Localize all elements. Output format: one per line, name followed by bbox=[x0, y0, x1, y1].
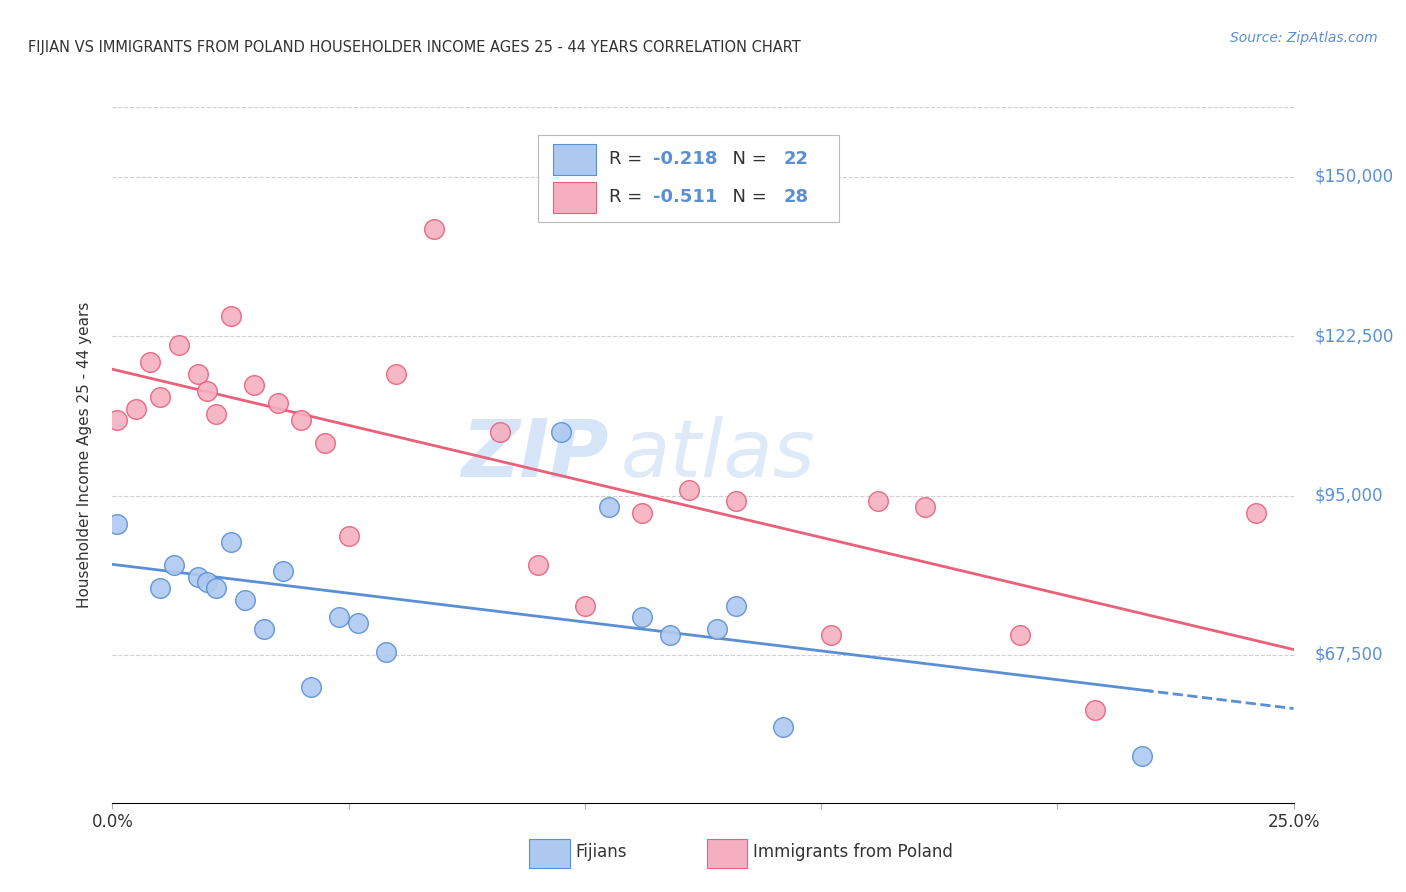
Point bbox=[574, 599, 596, 613]
Point bbox=[1008, 628, 1031, 642]
Point bbox=[219, 309, 242, 323]
Text: 28: 28 bbox=[783, 188, 808, 206]
Point bbox=[725, 494, 748, 508]
FancyBboxPatch shape bbox=[530, 839, 569, 868]
Point bbox=[328, 610, 350, 624]
Text: Source: ZipAtlas.com: Source: ZipAtlas.com bbox=[1230, 31, 1378, 45]
Point bbox=[678, 483, 700, 497]
Y-axis label: Householder Income Ages 25 - 44 years: Householder Income Ages 25 - 44 years bbox=[77, 301, 91, 608]
Point bbox=[219, 534, 242, 549]
Point bbox=[598, 500, 620, 514]
Point bbox=[375, 645, 398, 659]
Point bbox=[253, 622, 276, 636]
Text: atlas: atlas bbox=[620, 416, 815, 494]
Point bbox=[820, 628, 842, 642]
Point bbox=[299, 680, 322, 694]
Text: $67,500: $67,500 bbox=[1315, 646, 1384, 664]
Point bbox=[489, 425, 512, 439]
Point bbox=[422, 222, 444, 236]
Point bbox=[167, 338, 190, 352]
Text: N =: N = bbox=[721, 188, 772, 206]
Point bbox=[163, 558, 186, 573]
Text: R =: R = bbox=[609, 150, 648, 169]
Point bbox=[149, 390, 172, 404]
Point bbox=[314, 436, 336, 450]
Point bbox=[526, 558, 548, 573]
Point bbox=[233, 592, 256, 607]
Point bbox=[205, 407, 228, 422]
Text: -0.511: -0.511 bbox=[654, 188, 718, 206]
FancyBboxPatch shape bbox=[553, 144, 596, 175]
Text: $122,500: $122,500 bbox=[1315, 327, 1393, 345]
Point bbox=[1130, 749, 1153, 764]
Point bbox=[149, 582, 172, 596]
Point bbox=[630, 610, 652, 624]
Point bbox=[706, 622, 728, 636]
Point bbox=[1084, 703, 1107, 717]
Point bbox=[267, 396, 290, 410]
Point bbox=[186, 367, 208, 381]
Point bbox=[337, 529, 360, 543]
Point bbox=[205, 582, 228, 596]
Point bbox=[914, 500, 936, 514]
FancyBboxPatch shape bbox=[707, 839, 747, 868]
Text: $95,000: $95,000 bbox=[1315, 486, 1384, 505]
Point bbox=[1244, 506, 1267, 520]
Point bbox=[139, 355, 162, 369]
Text: Immigrants from Poland: Immigrants from Poland bbox=[752, 843, 952, 861]
Point bbox=[866, 494, 889, 508]
Point bbox=[290, 413, 312, 427]
Text: $150,000: $150,000 bbox=[1315, 168, 1393, 186]
Point bbox=[772, 721, 794, 735]
Point bbox=[271, 564, 294, 578]
Point bbox=[243, 378, 266, 392]
Point bbox=[725, 599, 748, 613]
Point bbox=[125, 401, 148, 416]
Text: FIJIAN VS IMMIGRANTS FROM POLAND HOUSEHOLDER INCOME AGES 25 - 44 YEARS CORRELATI: FIJIAN VS IMMIGRANTS FROM POLAND HOUSEHO… bbox=[28, 40, 801, 55]
Point bbox=[186, 570, 208, 584]
Point bbox=[347, 615, 370, 630]
Point bbox=[630, 506, 652, 520]
Point bbox=[105, 413, 128, 427]
Point bbox=[195, 384, 218, 399]
Point bbox=[385, 367, 408, 381]
FancyBboxPatch shape bbox=[537, 135, 839, 222]
Text: 22: 22 bbox=[783, 150, 808, 169]
Text: -0.218: -0.218 bbox=[654, 150, 718, 169]
FancyBboxPatch shape bbox=[553, 182, 596, 213]
Point bbox=[105, 517, 128, 532]
Text: R =: R = bbox=[609, 188, 648, 206]
Point bbox=[550, 425, 572, 439]
Text: ZIP: ZIP bbox=[461, 416, 609, 494]
Text: N =: N = bbox=[721, 150, 772, 169]
Text: Fijians: Fijians bbox=[575, 843, 627, 861]
Point bbox=[195, 575, 218, 590]
Point bbox=[658, 628, 681, 642]
